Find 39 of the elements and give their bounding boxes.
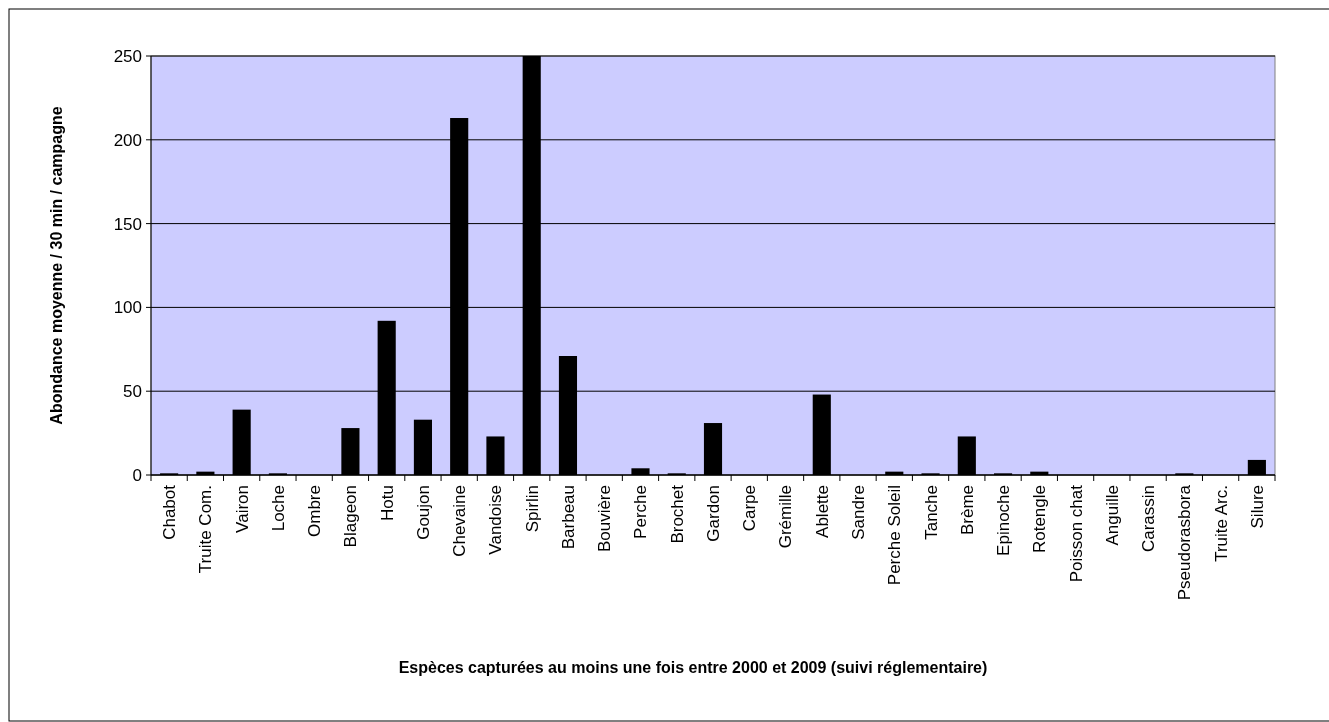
x-tick-label: Chevaine — [450, 485, 470, 557]
x-tick-label: Bouvière — [595, 485, 615, 553]
y-tick-label: 250 — [113, 46, 142, 66]
x-tick-label: Barbeau — [558, 485, 578, 550]
x-tick-label: Carpe — [740, 485, 760, 532]
x-tick-label: Rotengle — [1030, 485, 1050, 554]
x-tick-label: Spirlin — [522, 485, 542, 533]
x-tick-label: Sandre — [848, 485, 868, 540]
y-tick-label: 150 — [113, 214, 142, 234]
y-axis-title: Abondance moyenne / 30 min / campagne — [48, 106, 65, 425]
x-tick-label: Gardon — [703, 485, 723, 542]
x-tick-label: Silure — [1247, 485, 1267, 529]
x-tick-label: Poisson chat — [1066, 484, 1086, 583]
x-tick-label: Goujon — [413, 485, 433, 540]
x-tick-label: Chabot — [160, 484, 180, 540]
x-tick-label: Ombre — [305, 485, 325, 537]
x-tick-label: Truite Com. — [196, 485, 216, 574]
x-tick-label: Grémille — [776, 485, 796, 549]
x-tick-label: Tanche — [921, 485, 941, 540]
x-tick-label: Anguille — [1102, 485, 1122, 546]
x-tick-label: Truite Arc. — [1211, 485, 1231, 562]
x-tick-label: Vandoise — [486, 485, 506, 555]
x-tick-label: Brème — [957, 485, 977, 536]
x-tick-label: Loche — [268, 485, 288, 532]
x-tick-label: Carassin — [1139, 485, 1159, 553]
y-tick-label: 200 — [113, 130, 142, 150]
x-tick-label: Hotu — [377, 485, 397, 521]
x-tick-label: Ablette — [812, 485, 832, 538]
x-tick-label: Epinoche — [994, 485, 1014, 556]
y-tick-label: 0 — [132, 465, 142, 485]
x-tick-label: Vairon — [232, 485, 252, 533]
y-tick-label: 50 — [123, 382, 142, 402]
y-tick-label: 100 — [113, 298, 142, 318]
x-axis-title: Espèces capturées au moins une fois entre 2000 et 2009 (suivi réglementaire) — [398, 659, 988, 676]
x-tick-label: Brochet — [667, 484, 687, 544]
x-tick-label: Blageon — [341, 485, 361, 548]
x-tick-label: Perche — [631, 485, 651, 539]
x-tick-label: Pseudorasbora — [1175, 484, 1195, 601]
x-tick-label: Perche Soleil — [885, 485, 905, 586]
